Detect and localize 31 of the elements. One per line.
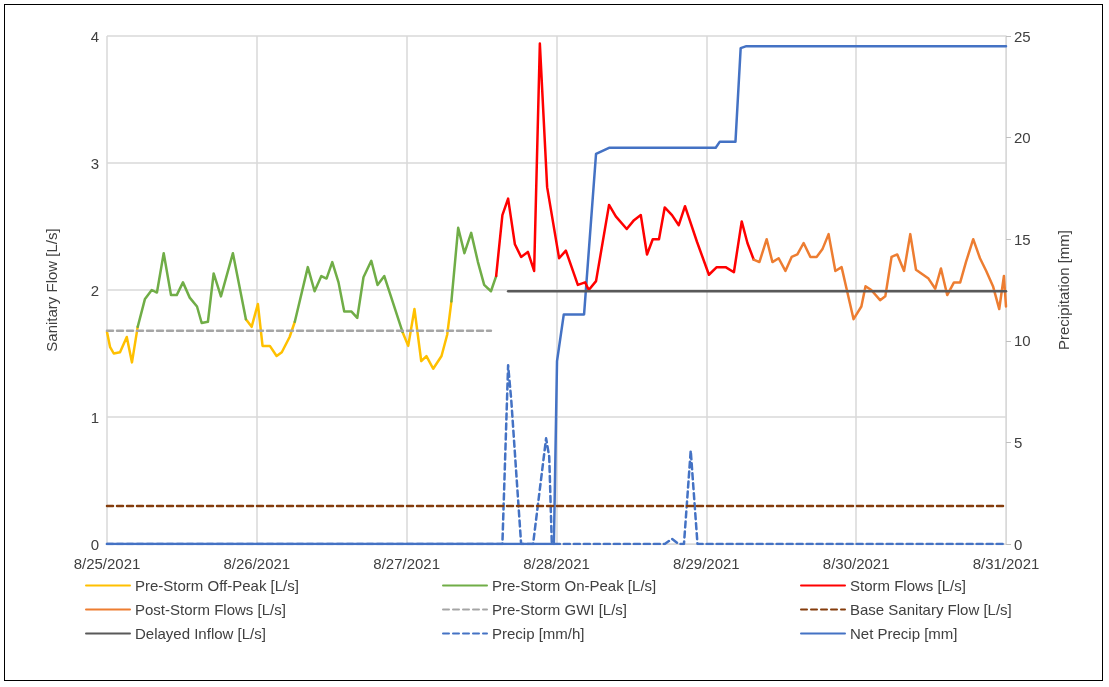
- x-tick-label: 8/25/2021: [73, 555, 141, 572]
- x-tick-label: 8/29/2021: [672, 555, 740, 572]
- x-tick-label: 8/30/2021: [822, 555, 890, 572]
- legend-label: Pre-Storm On-Peak [L/s]: [492, 577, 657, 594]
- legend-label: Base Sanitary Flow [L/s]: [850, 601, 1012, 618]
- y-tick-label: 2: [90, 281, 99, 299]
- x-tick-label: 8/31/2021: [972, 555, 1040, 572]
- legend-label: Storm Flows [L/s]: [850, 577, 966, 594]
- legend-label: Post-Storm Flows [L/s]: [135, 601, 286, 618]
- line-series: [752, 232, 1008, 321]
- y2-tick-label: 10: [1014, 332, 1031, 350]
- y2-tick-label: 20: [1014, 129, 1031, 147]
- line-series: [494, 42, 755, 292]
- y2-tick-label: 5: [1014, 433, 1023, 451]
- y-axis-title: Sanitary Flow [L/s]: [43, 228, 60, 352]
- legend-label: Precip [mm/h]: [492, 625, 585, 642]
- y-tick-label: 3: [90, 154, 99, 172]
- y-tick-label: 0: [90, 535, 99, 553]
- y2-tick-label: 0: [1014, 535, 1023, 553]
- y2-tick-label: 25: [1014, 27, 1031, 45]
- y2-tick-label: 15: [1014, 230, 1031, 248]
- legend-label: Pre-Storm Off-Peak [L/s]: [135, 577, 299, 594]
- x-tick-label: 8/28/2021: [523, 555, 590, 572]
- y-tick-label: 4: [90, 27, 99, 45]
- legend-label: Net Precip [mm]: [850, 625, 958, 642]
- y-tick-label: 1: [90, 408, 99, 426]
- legend-label: Delayed Inflow [L/s]: [135, 625, 266, 642]
- x-tick-label: 8/26/2021: [223, 555, 291, 572]
- x-tick-label: 8/27/2021: [373, 555, 441, 572]
- legend-label: Pre-Storm GWI [L/s]: [492, 601, 628, 618]
- y2-axis-title: Precipitation [mm]: [1055, 229, 1072, 351]
